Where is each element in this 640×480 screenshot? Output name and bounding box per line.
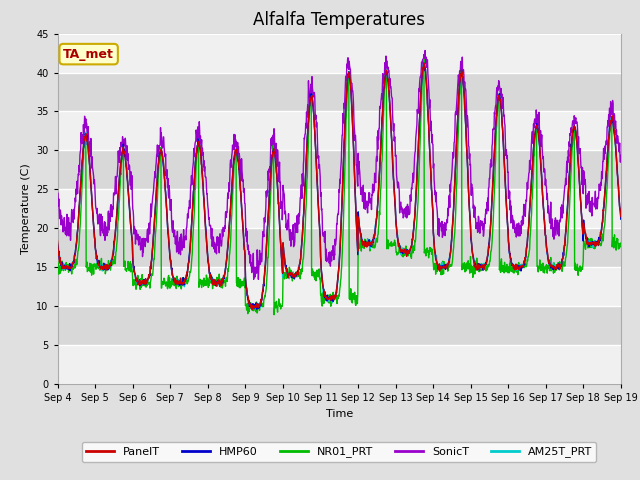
Text: TA_met: TA_met: [63, 48, 114, 60]
Bar: [58, 306, 621, 345]
Bar: [58, 267, 621, 306]
Bar: [58, 189, 621, 228]
Bar: [58, 111, 621, 150]
Legend: PanelT, HMP60, NR01_PRT, SonicT, AM25T_PRT: PanelT, HMP60, NR01_PRT, SonicT, AM25T_P…: [82, 442, 596, 462]
Bar: [58, 345, 621, 384]
Y-axis label: Temperature (C): Temperature (C): [20, 163, 31, 254]
Bar: [58, 228, 621, 267]
Bar: [58, 150, 621, 189]
Bar: [58, 34, 621, 72]
X-axis label: Time: Time: [326, 408, 353, 419]
Bar: [58, 72, 621, 111]
Title: Alfalfa Temperatures: Alfalfa Temperatures: [253, 11, 425, 29]
